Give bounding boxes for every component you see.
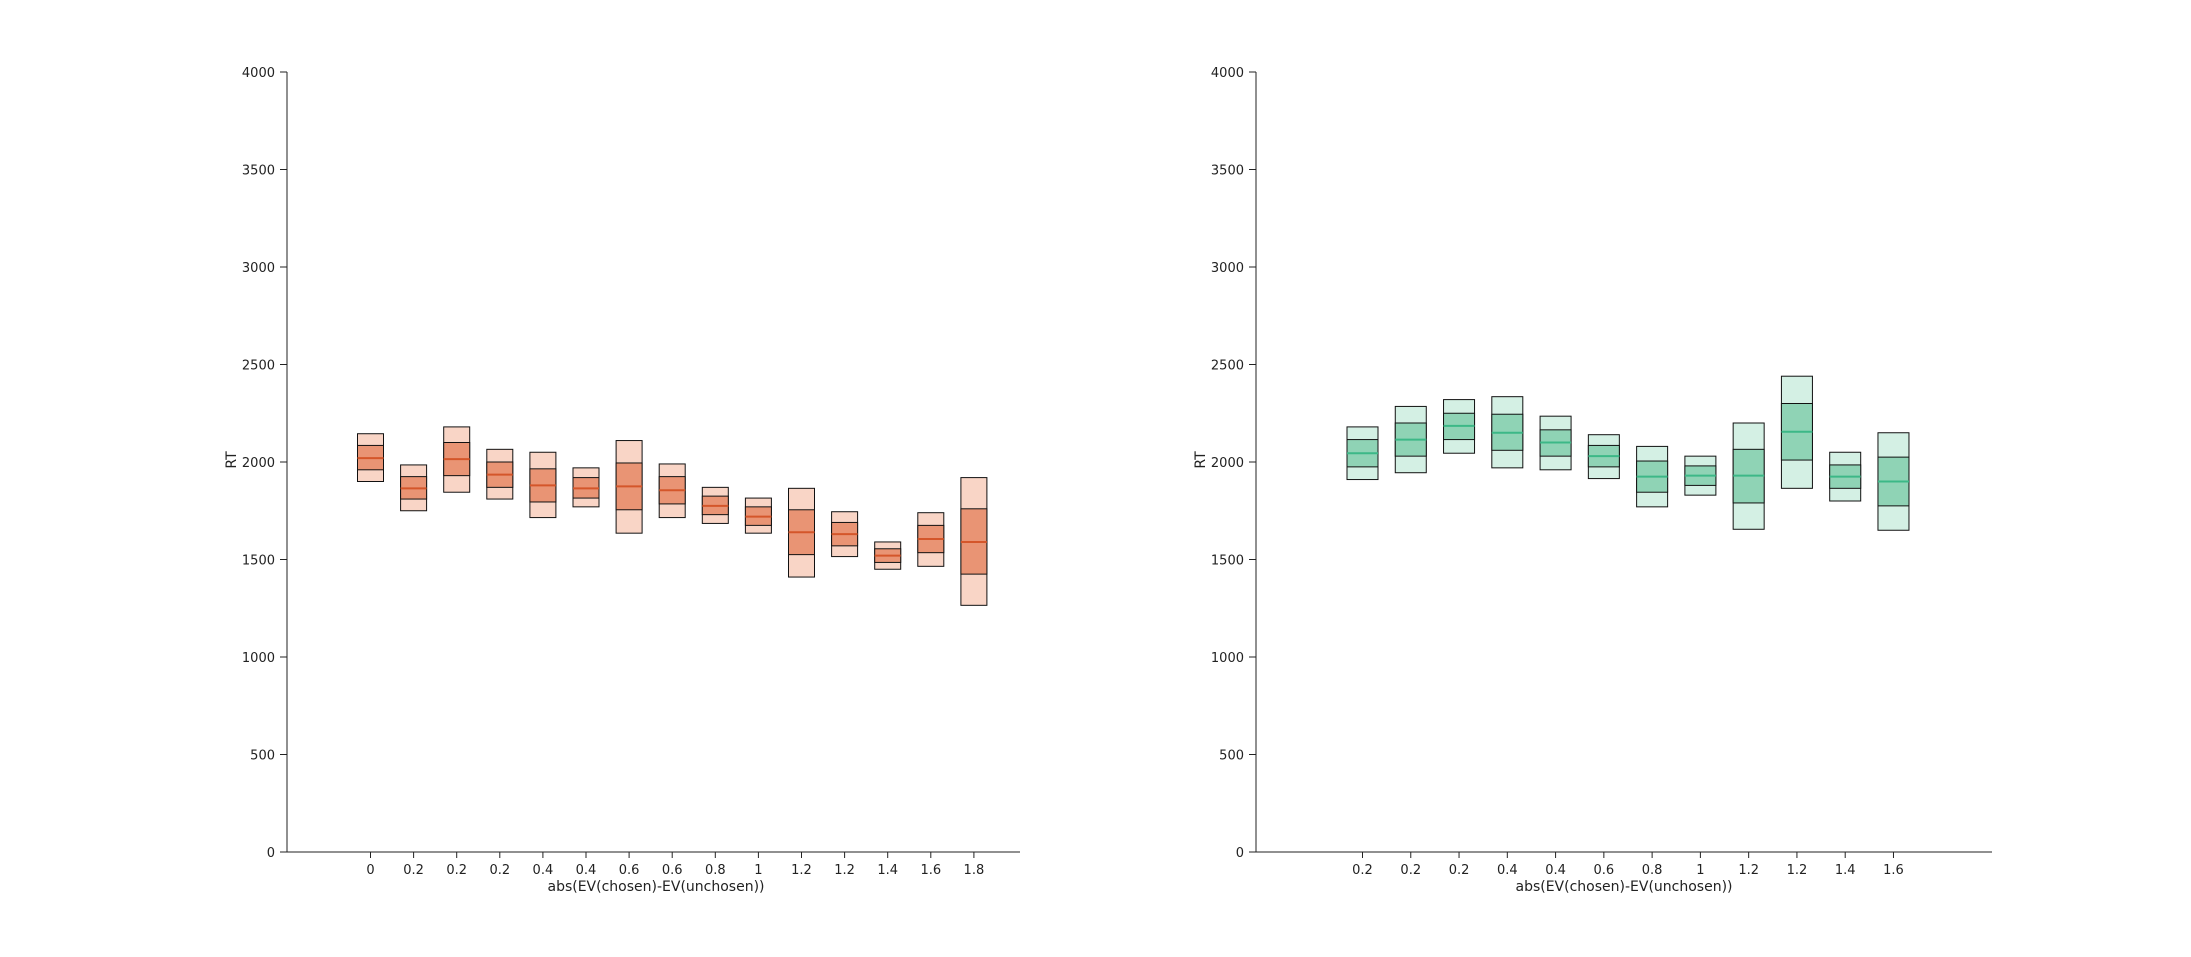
left-chart-panel: RT abs(EV(chosen)-EV(unchosen)) 0 500 1000… <box>224 66 1020 895</box>
left-y-tick-label: 500 <box>250 749 275 764</box>
right-x-tick-label: 1.2 <box>1738 863 1759 878</box>
left-x-tick-label: 0.8 <box>705 863 726 878</box>
left-box-2 <box>443 426 471 493</box>
right-box-8 <box>1732 422 1765 530</box>
left-box-4 <box>529 451 557 519</box>
right-x-tick-label: 1.6 <box>1883 863 1904 878</box>
left-y-tick-label: 1500 <box>242 554 275 569</box>
left-y-tick-label: 2000 <box>242 456 275 471</box>
right-y-tick-label: 3500 <box>1211 164 1244 179</box>
left-x-tick-label: 0.2 <box>446 863 467 878</box>
left-y-tick-label: 0 <box>267 846 275 861</box>
left-x-tick-label: 1.2 <box>791 863 812 878</box>
left-box-12 <box>874 541 902 570</box>
left-y-tick-label: 1000 <box>242 651 275 666</box>
right-box-2 <box>1443 399 1476 454</box>
left-x-tick-label: 0.2 <box>403 863 424 878</box>
left-y-tick-label: 3500 <box>242 164 275 179</box>
left-x-tick-label: 1 <box>754 863 762 878</box>
right-x-tick-label: 0.4 <box>1497 863 1518 878</box>
left-box-11 <box>831 511 859 558</box>
right-chart-panel: RT abs(EV(chosen)-EV(unchosen)) 0 500 1000… <box>1193 66 1992 895</box>
right-x-tick-label: 1.4 <box>1835 863 1856 878</box>
left-box-7 <box>658 463 686 519</box>
left-x-tick-label: 0.4 <box>576 863 597 878</box>
left-y-tick-label: 4000 <box>242 66 275 81</box>
left-y-axis-label: RT <box>224 451 240 469</box>
right-y-tick-label: 3000 <box>1211 261 1244 276</box>
right-box-6 <box>1636 445 1669 508</box>
left-box-9 <box>744 497 772 534</box>
right-y-tick-label: 1500 <box>1211 554 1244 569</box>
right-x-tick-label: 1 <box>1696 863 1704 878</box>
right-x-tick-label: 0.2 <box>1449 863 1470 878</box>
left-x-tick-label: 1.4 <box>877 863 898 878</box>
right-x-tick-label: 0.6 <box>1594 863 1615 878</box>
right-box-11 <box>1877 432 1910 531</box>
left-box-5 <box>572 467 600 508</box>
left-x-tick-label: 1.6 <box>920 863 941 878</box>
left-x-tick-label: 0 <box>366 863 374 878</box>
left-box-13 <box>917 512 945 567</box>
right-box-7 <box>1684 455 1717 496</box>
right-y-tick-label: 1000 <box>1211 651 1244 666</box>
left-x-tick-label: 1.2 <box>834 863 855 878</box>
left-box-0 <box>357 433 384 483</box>
left-box-3 <box>486 448 514 500</box>
right-box-9 <box>1780 375 1813 489</box>
left-x-tick-label: 1.8 <box>964 863 985 878</box>
right-y-tick-label: 4000 <box>1211 66 1244 81</box>
right-y-tick-label: 0 <box>1236 846 1244 861</box>
right-y-tick-label: 500 <box>1219 749 1244 764</box>
right-x-tick-label: 0.4 <box>1545 863 1566 878</box>
right-box-4 <box>1539 415 1572 471</box>
right-y-tick-label: 2500 <box>1211 359 1244 374</box>
right-box-3 <box>1491 396 1524 469</box>
right-x-tick-label: 0.2 <box>1352 863 1373 878</box>
right-box-10 <box>1829 451 1862 502</box>
left-y-tick-label: 2500 <box>242 359 275 374</box>
left-box-14 <box>960 477 988 606</box>
right-x-tick-label: 0.8 <box>1642 863 1663 878</box>
right-x-tick-label: 0.2 <box>1400 863 1421 878</box>
left-box-1 <box>400 464 428 512</box>
left-box-10 <box>788 487 815 578</box>
right-box-0 <box>1346 426 1379 481</box>
left-x-tick-label: 0.6 <box>619 863 640 878</box>
right-y-axis-label: RT <box>1193 451 1209 469</box>
right-box-5 <box>1587 434 1620 480</box>
right-x-axis-label: abs(EV(chosen)-EV(unchosen)) <box>1515 879 1732 895</box>
left-x-axis-label: abs(EV(chosen)-EV(unchosen)) <box>547 879 764 895</box>
left-x-tick-label: 0.6 <box>662 863 683 878</box>
right-y-tick-label: 2000 <box>1211 456 1244 471</box>
left-box-8 <box>701 486 729 524</box>
left-box-6 <box>615 440 643 534</box>
left-x-tick-label: 0.2 <box>489 863 510 878</box>
right-box-1 <box>1394 405 1427 474</box>
left-y-tick-label: 3000 <box>242 261 275 276</box>
right-x-tick-label: 1.2 <box>1787 863 1808 878</box>
left-x-tick-label: 0.4 <box>533 863 554 878</box>
